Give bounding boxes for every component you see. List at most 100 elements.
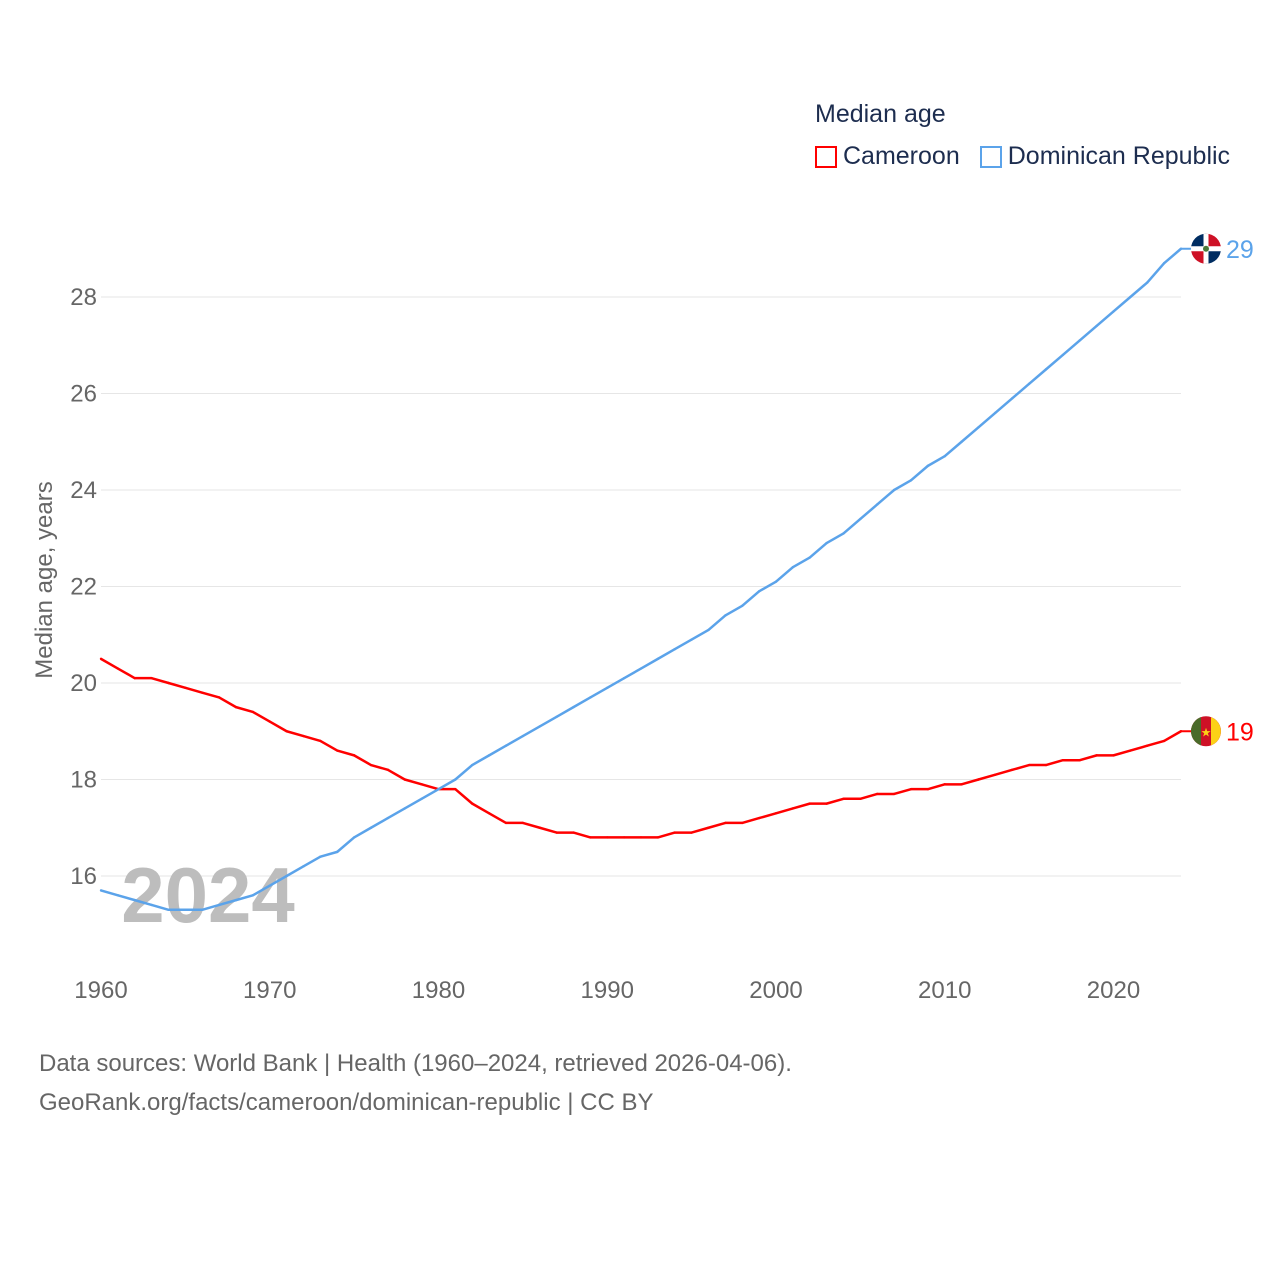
source-link[interactable]: GeoRank.org/facts/cameroon/dominican-rep…: [39, 1089, 654, 1116]
data-point-cameroon: [302, 734, 305, 738]
data-point-dominican-republic: [1027, 382, 1031, 386]
data-point-cameroon: [471, 802, 474, 805]
data-point-cameroon: [1095, 754, 1098, 757]
y-tick-label: 16: [70, 863, 97, 890]
data-point-dominican-republic: [774, 580, 778, 583]
data-point-cameroon: [842, 797, 845, 800]
data-point-dominican-republic: [285, 874, 288, 878]
data-point-cameroon: [690, 831, 693, 834]
data-point-dominican-republic: [1011, 397, 1014, 400]
legend-item-dominican-republic[interactable]: Dominican Republic: [979, 142, 1231, 171]
data-point-cameroon: [420, 783, 423, 786]
data-point-cameroon: [876, 792, 879, 796]
dr-flag-q2: [1206, 233, 1221, 249]
data-point-dominican-republic: [1112, 310, 1115, 313]
data-point-dominican-republic: [757, 590, 761, 593]
data-point-dominican-republic: [352, 836, 356, 839]
data-point-cameroon: [538, 826, 541, 829]
data-point-dominican-republic: [572, 705, 575, 709]
end-label-cameroon: 19: [1226, 718, 1254, 746]
legend-label-dominican-republic: Dominican Republic: [1007, 142, 1231, 170]
data-point-dominican-republic: [1162, 262, 1166, 265]
data-point-dominican-republic: [538, 725, 541, 728]
data-point-cameroon: [994, 773, 997, 776]
data-point-dominican-republic: [184, 908, 187, 911]
cameroon-flag-yellow: [1211, 717, 1221, 746]
data-point-dominican-republic: [791, 566, 795, 569]
data-point-cameroon: [606, 836, 609, 839]
data-point-dominican-republic: [606, 686, 609, 690]
cameroon-flag-star: ★: [1201, 725, 1212, 739]
data-point-dominican-republic: [487, 754, 491, 757]
data-point-dominican-republic: [116, 894, 120, 897]
data-point-cameroon: [1027, 763, 1031, 767]
x-tick-label: 2010: [918, 977, 971, 1004]
data-point-dominican-republic: [454, 778, 457, 781]
data-point-dominican-republic: [673, 648, 676, 651]
data-point-dominican-republic: [403, 807, 406, 810]
y-tick-label: 20: [70, 670, 97, 697]
y-axis-label: Median age, years: [31, 481, 58, 678]
data-point-dominican-republic: [369, 826, 373, 829]
legend-swatch-dominican-republic: [979, 145, 1002, 168]
data-point-cameroon: [184, 686, 187, 690]
data-point-dominican-republic: [437, 787, 440, 791]
data-point-dominican-republic: [808, 556, 811, 559]
data-point-dominican-republic: [690, 638, 693, 641]
data-point-dominican-republic: [302, 865, 305, 868]
data-point-cameroon: [892, 792, 896, 796]
data-point-dominican-republic: [471, 763, 474, 767]
data-point-dominican-republic: [842, 532, 845, 535]
data-point-dominican-republic: [133, 898, 136, 902]
cameroon-flag-green: [1191, 717, 1201, 746]
data-point-cameroon: [757, 816, 761, 820]
data-point-cameroon: [167, 681, 170, 685]
data-point-cameroon: [825, 802, 828, 805]
data-point-dominican-republic: [555, 715, 558, 718]
data-point-cameroon: [555, 831, 558, 834]
data-point-cameroon: [403, 778, 406, 781]
data-point-cameroon: [1011, 768, 1014, 772]
data-point-cameroon: [504, 821, 508, 825]
legend-item-cameroon[interactable]: Cameroon: [815, 142, 960, 171]
data-point-cameroon: [943, 783, 946, 786]
dr-flag-q1: [1191, 233, 1206, 249]
data-point-cameroon: [454, 787, 457, 791]
data-point-dominican-republic: [707, 628, 710, 632]
data-point-dominican-republic: [1078, 339, 1081, 342]
data-point-dominican-republic: [420, 797, 423, 800]
x-tick-label: 1970: [243, 977, 296, 1004]
data-point-dominican-republic: [943, 455, 946, 458]
data-point-cameroon: [352, 754, 356, 757]
data-point-cameroon: [707, 826, 710, 829]
x-tick-label: 1980: [412, 977, 465, 1004]
data-point-dominican-republic: [336, 850, 339, 854]
data-point-cameroon: [926, 787, 930, 791]
data-point-dominican-republic: [589, 696, 592, 699]
data-point-cameroon: [285, 730, 288, 733]
data-point-dominican-republic: [859, 517, 862, 521]
data-point-cameroon: [234, 705, 238, 709]
data-point-dominican-republic: [741, 604, 744, 607]
data-point-dominican-republic: [825, 541, 828, 545]
data-point-dominican-republic: [1146, 281, 1149, 284]
dr-flag-q4: [1206, 248, 1221, 264]
data-point-cameroon: [1078, 759, 1081, 762]
data-point-dominican-republic: [892, 488, 896, 492]
data-point-dominican-republic: [960, 440, 963, 443]
data-point-cameroon: [791, 807, 795, 810]
data-point-cameroon: [673, 831, 676, 834]
data-point-dominican-republic: [319, 855, 322, 858]
data-point-dominican-republic: [268, 884, 271, 887]
x-tick-label: 2000: [749, 977, 802, 1004]
data-point-cameroon: [1112, 754, 1115, 757]
y-tick-label: 28: [70, 284, 97, 311]
data-point-cameroon: [99, 657, 103, 661]
dr-flag-q3: [1191, 248, 1206, 264]
data-point-cameroon: [201, 691, 204, 694]
data-point-dominican-republic: [876, 503, 879, 506]
data-point-cameroon: [150, 676, 153, 680]
data-point-cameroon: [960, 783, 963, 786]
y-tick-label: 24: [70, 477, 97, 504]
data-point-dominican-republic: [217, 903, 221, 907]
